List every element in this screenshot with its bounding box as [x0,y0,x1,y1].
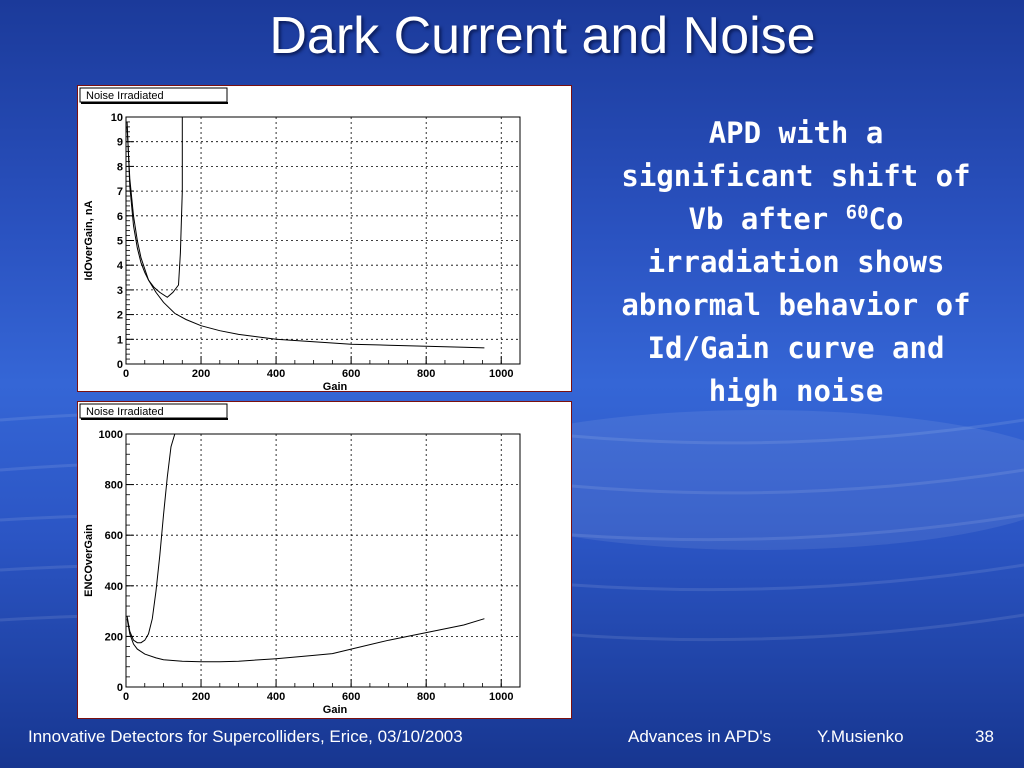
chart2-x-tick-label: 0 [123,691,129,703]
chart1-x-tick-label: 400 [267,368,285,380]
chart2-x-tick-label: 200 [192,691,210,703]
chart1-y-axis-label: IdOverGain, nA [83,200,95,280]
chart1-y-tick-label: 0 [117,359,123,371]
caption-text-end: Co irradiation shows abnormal behavior o… [621,202,971,408]
chart1-y-tick-label: 10 [111,112,123,124]
chart1-x-tick-label: 600 [342,368,360,380]
chart1-x-tick-label: 0 [123,368,129,380]
caption-superscript: 60 [845,201,869,224]
chart2-y-tick-label: 600 [105,530,123,542]
chart2-series-2-line [126,434,176,644]
chart1-y-tick-label: 5 [117,236,123,248]
chart2-y-tick-label: 400 [105,581,123,593]
chart1-y-tick-label: 8 [117,161,123,173]
chart1-x-tick-label: 800 [417,368,435,380]
chart2-y-tick-label: 1000 [99,429,123,441]
chart2-y-tick-label: 0 [117,682,123,694]
chart1-legend-label: Noise Irradiated [86,90,164,102]
chart1-x-tick-label: 200 [192,368,210,380]
chart1-y-tick-label: 6 [117,211,123,223]
chart1-y-tick-label: 1 [117,334,123,346]
chart1-series-1-line [126,126,485,349]
slide-title: Dark Current and Noise [269,7,816,65]
chart-encovergain: Noise Irradiated 0 200 400 600 800 1000 0 200 400… [77,401,572,719]
chart2-y-tick-label: 200 [105,631,123,643]
chart2-plot-area [125,433,521,688]
chart1-y-tick-label: 4 [117,260,124,272]
chart-encovergain-svg: Noise Irradiated 0 200 400 600 800 1000 0 200 400… [79,403,521,716]
chart2-x-tick-label: 800 [417,691,435,703]
chart-idovergain: Noise Irradiated 0 200 400 600 800 1000 0 1 2 3 4 5 6… [77,85,572,392]
chart1-y-tick-label: 3 [117,285,123,297]
chart1-y-tick-label: 2 [117,310,123,322]
chart2-x-axis-label: Gain [323,704,348,716]
chart2-y-tick-label: 800 [105,480,123,492]
chart2-x-tick-label: 1000 [489,691,513,703]
chart2-legend-label: Noise Irradiated [86,406,164,418]
chart1-series-2-line [126,117,183,298]
chart2-x-tick-label: 400 [267,691,285,703]
chart1-x-tick-label: 1000 [489,368,513,380]
caption-text-start: APD with a significant shift of Vb after [621,116,971,236]
footer-author: Y.Musienko [817,727,904,746]
footer-topic: Advances in APD's [628,727,772,746]
chart1-x-axis-label: Gain [323,381,348,391]
chart2-y-axis-label: ENCOverGain [83,524,95,597]
chart2-x-tick-label: 600 [342,691,360,703]
chart2-series-1-line [126,618,485,663]
footer-page-number: 38 [975,727,994,746]
chart-idovergain-svg: Noise Irradiated 0 200 400 600 800 1000 0 1 2 3 4 5 6… [79,87,521,391]
chart1-y-tick-label: 7 [117,186,123,198]
chart1-y-tick-label: 9 [117,137,123,149]
footer-conference: Innovative Detectors for Supercolliders,… [28,727,463,746]
slide-caption: APD with a significant shift of Vb after… [606,112,986,413]
